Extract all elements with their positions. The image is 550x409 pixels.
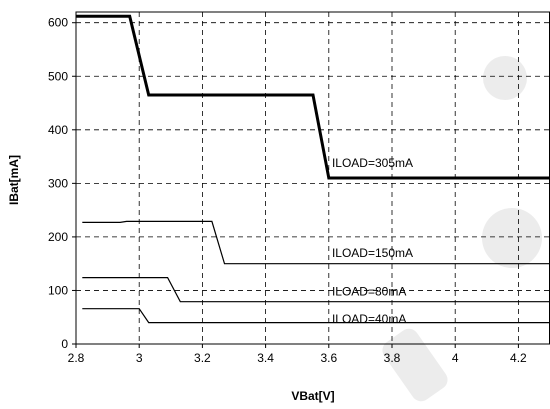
- y-tick-label: 0: [61, 337, 68, 351]
- y-tick-label: 100: [48, 283, 68, 297]
- series-labels: ILOAD=305mA ILOAD=150mA ILOAD=80mA ILOAD=40…: [332, 156, 413, 326]
- y-tick-label: 400: [48, 123, 68, 137]
- watermark: [382, 56, 542, 402]
- y-tick-label: 300: [48, 176, 68, 190]
- x-tick-label: 3: [136, 351, 143, 365]
- x-tick-label: 4: [452, 351, 459, 365]
- x-tick-label: 3.4: [257, 351, 274, 365]
- x-tick-label: 3.2: [194, 351, 211, 365]
- series-label-3: ILOAD=80mA: [332, 285, 406, 299]
- series-line-2: [82, 220, 550, 265]
- x-tick-label: 3.8: [384, 351, 401, 365]
- x-axis-ticks: 2.8 3 3.2 3.4 3.6 3.8 4 4.2: [68, 344, 527, 365]
- grid: [76, 12, 550, 344]
- series-line-3: [82, 277, 550, 303]
- x-tick-label: 3.6: [320, 351, 337, 365]
- series-label-1: ILOAD=305mA: [332, 156, 413, 170]
- series-layer: [76, 14, 550, 324]
- y-axis-ticks: 0 100 200 300 400 500 600: [48, 16, 76, 351]
- series-line-4: [82, 308, 550, 324]
- y-axis-label: IBat[mA]: [7, 155, 21, 205]
- series-label-4: ILOAD=40mA: [332, 312, 406, 326]
- x-tick-label: 4.2: [510, 351, 527, 365]
- x-tick-label: 2.8: [68, 351, 85, 365]
- series-label-2: ILOAD=150mA: [332, 246, 413, 260]
- series-line-1: [76, 14, 550, 180]
- y-tick-label: 200: [48, 230, 68, 244]
- y-tick-label: 500: [48, 69, 68, 83]
- y-tick-label: 600: [48, 16, 68, 30]
- x-axis-label: VBat[V]: [291, 389, 334, 403]
